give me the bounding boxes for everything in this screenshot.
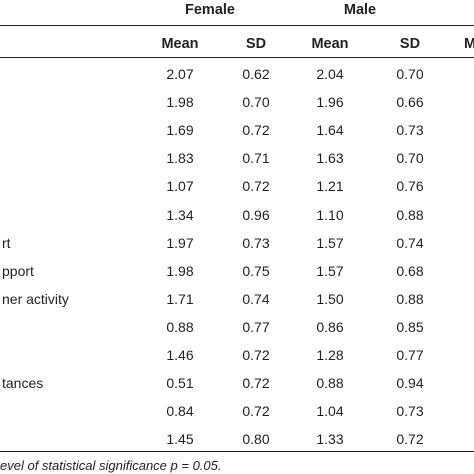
table-cell: 0.72 [242, 347, 270, 363]
table-cell: 0.68 [396, 262, 424, 279]
row-label: tances [2, 375, 44, 392]
table-cell: 0.51 [166, 375, 194, 392]
table-cell: 0.94 [396, 375, 424, 392]
table-cell: 2.04 [316, 66, 344, 82]
column-header: SD [399, 36, 421, 52]
table-cell: 1.28 [316, 347, 344, 363]
table-cell: 0.73 [396, 122, 424, 139]
table-cell: 0.70 [396, 150, 424, 167]
table-cell: 1.10 [316, 206, 344, 223]
row-label: rt [2, 234, 11, 251]
table-cell: 0.96 [242, 206, 270, 223]
header-bottom-rule [0, 57, 474, 58]
table-cell: 1.97 [166, 234, 194, 251]
table-cell: 0.62 [242, 66, 270, 82]
table-cell: 0.88 [316, 375, 344, 392]
table-cell: 1.96 [316, 94, 344, 111]
table-cell: 0.80 [242, 431, 270, 448]
table-cell: 1.46 [166, 347, 194, 363]
table-cell: 0.71 [242, 150, 270, 167]
table-footnote: evel of statistical significance p = 0.0… [0, 458, 222, 473]
table-cell: 0.72 [396, 431, 424, 448]
table-cell: 1.63 [316, 150, 344, 167]
table-cell: 1.98 [166, 262, 194, 279]
table-cell: 0.70 [396, 66, 424, 82]
table-cell: 0.66 [396, 94, 424, 111]
table-cell: 0.72 [242, 178, 270, 195]
column-group-header: Male [343, 2, 377, 18]
table-cell: 1.34 [166, 206, 194, 223]
table-cell: 0.74 [396, 234, 424, 251]
table-cell: 1.21 [316, 178, 344, 195]
table-cell: 1.83 [166, 150, 194, 167]
table-cell: 1.33 [316, 431, 344, 448]
table-cell: 0.74 [242, 290, 270, 307]
table-cell: 0.72 [242, 122, 270, 139]
table-cell: 0.86 [316, 318, 344, 335]
table-cell: 0.73 [396, 403, 424, 420]
table-cell: 1.07 [166, 178, 194, 195]
table-cell: 0.88 [166, 318, 194, 335]
table-cell: 1.04 [316, 403, 344, 420]
table-cell: 0.73 [242, 234, 270, 251]
table-cell: 0.70 [242, 94, 270, 111]
table-cell: 0.84 [166, 403, 194, 420]
table-bottom-rule [0, 451, 474, 452]
column-group-header: Female [185, 2, 235, 18]
table-cell: 1.64 [316, 122, 344, 139]
table-cell: 1.69 [166, 122, 194, 139]
column-header: SD [245, 36, 267, 52]
group-underline-rule [0, 25, 474, 26]
table-cell: 1.98 [166, 94, 194, 111]
table-cell: 0.77 [396, 347, 424, 363]
row-label: ner activity [2, 290, 69, 307]
table-cell: 0.76 [396, 178, 424, 195]
table-cell: 0.85 [396, 318, 424, 335]
table-cell: 0.88 [396, 290, 424, 307]
table-cell: 1.71 [166, 290, 194, 307]
column-header: Mean [161, 36, 199, 52]
row-label: pport [2, 262, 34, 279]
table-cell: 0.72 [242, 375, 270, 392]
column-header: M [463, 36, 474, 52]
table-cell: 0.88 [396, 206, 424, 223]
table-cell: 2.07 [166, 66, 194, 82]
table-cell: 1.45 [166, 431, 194, 448]
table-cell: 1.57 [316, 234, 344, 251]
table-cell: 0.77 [242, 318, 270, 335]
table-cell: 1.57 [316, 262, 344, 279]
column-header: Mean [311, 36, 349, 52]
table-cell: 1.50 [316, 290, 344, 307]
table-cell: 0.72 [242, 403, 270, 420]
table-cell: 0.75 [242, 262, 270, 279]
